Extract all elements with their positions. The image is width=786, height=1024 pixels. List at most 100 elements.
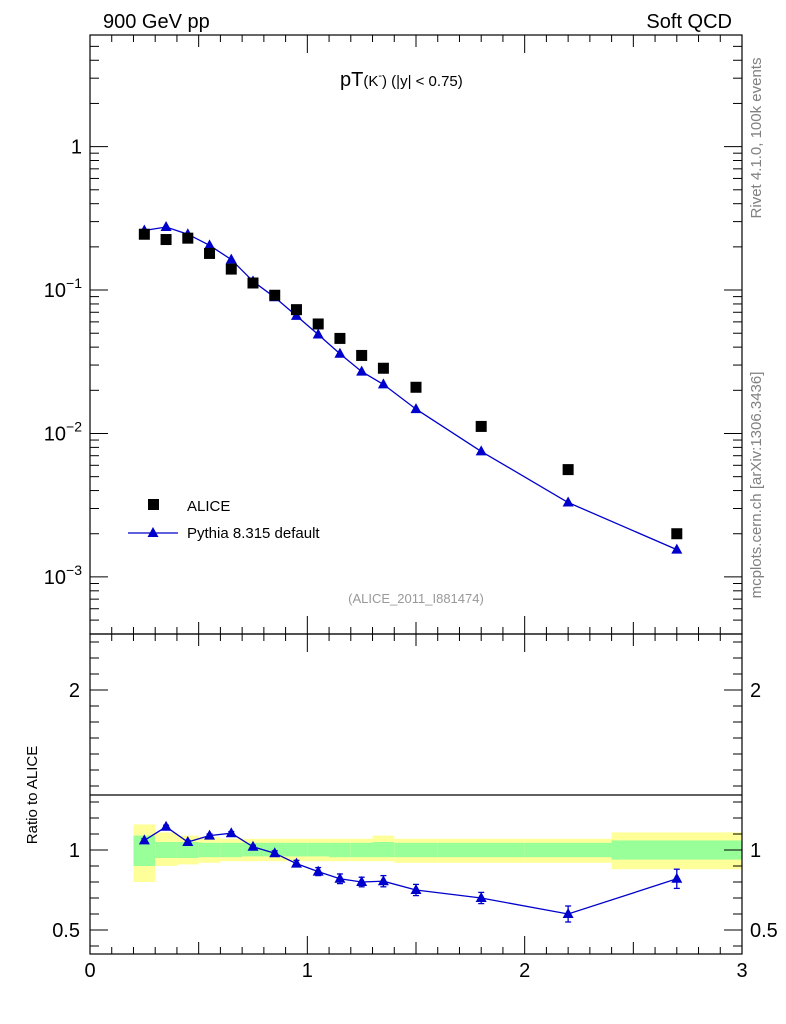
x-tick-label: 2 <box>519 960 530 982</box>
ratio-point <box>225 827 237 838</box>
legend: ALICE Pythia 8.315 default <box>128 498 320 542</box>
mc-point <box>204 239 216 250</box>
data-point <box>356 349 368 361</box>
mc-series-line <box>144 226 678 551</box>
data-point <box>225 263 237 275</box>
data-point <box>671 528 683 540</box>
inner-band-segment <box>394 842 438 858</box>
inner-band-segment <box>285 842 308 857</box>
ratio-y-tick-label-left: 0.5 <box>52 920 80 942</box>
data-point <box>182 232 194 244</box>
mc-point <box>377 378 389 389</box>
x-tick-labels: 0 1 2 3 <box>84 960 747 982</box>
x-tick-label: 0 <box>84 960 95 982</box>
plot-title: pT(K-) (|y| < 0.75) <box>340 69 463 91</box>
legend-mc-marker <box>147 527 159 537</box>
legend-data-label: ALICE <box>187 498 230 515</box>
ratio-series-markers <box>138 820 683 923</box>
ratio-y-tick-label-right: 2 <box>750 680 761 702</box>
main-plot: pT(K-) (|y| < 0.75) 1 10−1 10−2 10−3 (ALICE… <box>44 34 743 635</box>
ratio-y-tick-label-left: 2 <box>69 680 80 702</box>
ratio-frame <box>89 633 743 955</box>
inner-band-segment <box>155 842 177 858</box>
ratio-point <box>475 892 487 902</box>
ratio-y-tick-labels: 0.5 0.5 1 1 2 2 <box>52 680 778 942</box>
data-point <box>290 304 302 316</box>
inner-band-segment <box>133 835 156 866</box>
mc-point <box>160 221 172 232</box>
ratio-point <box>204 829 216 840</box>
plot-title-particle: (K <box>363 73 378 90</box>
y-tick-label: 10−1 <box>44 275 82 302</box>
y-tick-label: 1 <box>71 137 82 159</box>
ratio-point <box>334 872 346 883</box>
main-frame <box>89 34 743 635</box>
ratio-ylabel: Ratio to ALICE <box>24 746 41 844</box>
x-tick-label: 1 <box>302 960 313 982</box>
ratio-point <box>671 872 683 883</box>
mc-point <box>562 496 574 507</box>
ratio-series-line <box>143 826 678 915</box>
data-point <box>410 381 422 393</box>
ratio-point <box>410 884 422 894</box>
main-y-tick-labels: 1 10−1 10−2 10−3 <box>44 137 82 589</box>
mcplots-label: mcplots.cern.ch [arXiv:1306.3436] <box>748 372 765 599</box>
inner-band-segment <box>220 842 243 858</box>
data-point <box>312 318 324 330</box>
inner-band-segment <box>198 842 221 858</box>
data-point <box>160 234 172 246</box>
ratio-point <box>247 840 259 851</box>
ratio-axis-ticks <box>89 634 743 954</box>
ratio-y-tick-label-right: 0.5 <box>750 920 778 942</box>
legend-mc-label: Pythia 8.315 default <box>187 525 320 542</box>
inner-band-segment <box>329 842 351 858</box>
main-axis-ticks <box>89 34 743 635</box>
y-tick-label: 10−2 <box>44 418 82 445</box>
mc-point <box>475 445 487 456</box>
mc-point <box>410 403 422 414</box>
ratio-point <box>356 876 368 886</box>
data-series-markers <box>138 228 683 540</box>
data-point <box>377 362 389 374</box>
y-tick-label: 10−3 <box>44 562 82 589</box>
data-point <box>204 247 216 259</box>
data-point <box>138 228 150 240</box>
rivet-label: Rivet 4.1.0, 100k events <box>748 58 765 219</box>
x-tick-label: 3 <box>736 960 747 982</box>
plot-title-main: pT <box>340 69 363 91</box>
data-point <box>562 464 574 476</box>
ratio-point <box>312 865 324 876</box>
inner-band-segment <box>350 842 373 858</box>
watermark: (ALICE_2011_I881474) <box>348 591 484 606</box>
data-point <box>334 332 346 344</box>
ratio-y-tick-label-right: 1 <box>750 840 761 862</box>
header-left: 900 GeV pp <box>103 11 210 33</box>
inner-band-segment <box>437 842 525 858</box>
mc-point <box>312 328 324 339</box>
ratio-point <box>160 820 172 831</box>
ratio-point <box>562 908 574 918</box>
mc-point <box>671 543 683 554</box>
data-point <box>475 420 487 432</box>
ratio-point <box>269 847 281 858</box>
mc-point <box>356 365 368 376</box>
ratio-y-tick-label-left: 1 <box>69 840 80 862</box>
inner-band-segment <box>524 842 612 858</box>
ratio-uncertainty-bands <box>133 824 742 882</box>
legend-data-marker <box>148 499 159 510</box>
ratio-point <box>290 857 302 868</box>
ratio-point <box>138 834 150 845</box>
mc-point <box>225 253 237 264</box>
plot-title-rest: ) (|y| < 0.75) <box>382 73 463 90</box>
inner-band-segment <box>611 840 742 860</box>
ratio-point <box>377 875 389 886</box>
mc-point <box>334 347 346 358</box>
plot-title-sup: - <box>378 70 382 82</box>
data-point <box>247 277 259 289</box>
ratio-plot: 0.5 0.5 1 1 2 2 0 1 2 3 Ratio to ALICE <box>24 633 778 982</box>
ratio-point <box>182 836 194 846</box>
data-point <box>269 289 281 301</box>
inner-band-segment <box>372 842 395 858</box>
header-right: Soft QCD <box>646 11 732 33</box>
